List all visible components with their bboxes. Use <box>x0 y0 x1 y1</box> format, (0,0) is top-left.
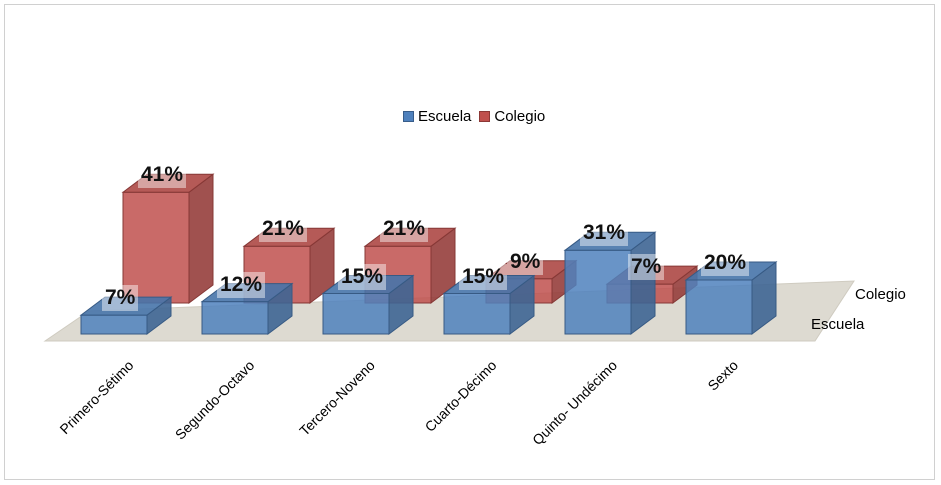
bar-colegio-0-side <box>188 173 214 304</box>
bar-escuela-4-top <box>563 231 657 251</box>
data-label-colegio-2: 21% <box>380 216 429 242</box>
bar-escuela-0 <box>79 296 173 335</box>
bar-escuela-4-front <box>564 249 632 335</box>
bar-escuela-2 <box>321 274 415 335</box>
bar-escuela-5 <box>684 261 778 335</box>
legend-label-escuela: Escuela <box>418 107 472 125</box>
depth-axis-label-colegio: Colegio <box>855 286 906 303</box>
data-label-colegio-3: 9% <box>507 249 544 275</box>
legend-label-colegio: Colegio <box>494 107 546 125</box>
data-label-colegio-4: 7% <box>628 254 665 280</box>
legend: Escuela Colegio <box>403 107 553 125</box>
depth-axis-label-escuela: Escuela <box>811 316 865 333</box>
bar-escuela-3-front <box>443 293 511 335</box>
bar-colegio-0 <box>121 173 215 304</box>
bar-escuela-5-front <box>685 279 753 335</box>
bar-escuela-3-top <box>442 275 536 294</box>
data-label-escuela-4: 31% <box>580 220 629 246</box>
bar-escuela-0-top <box>79 296 173 316</box>
data-label-escuela-1: 12% <box>217 272 266 298</box>
data-label-escuela-5: 20% <box>701 250 750 276</box>
bar-escuela-2-front <box>322 293 390 335</box>
bar-escuela-1 <box>200 282 294 335</box>
bar-colegio-1-top <box>242 227 336 247</box>
bar-escuela-2-top <box>321 275 415 294</box>
bar-escuela-3 <box>442 274 536 335</box>
bar-colegio-2-top <box>363 227 457 247</box>
legend-item-colegio: Colegio <box>479 108 545 125</box>
bar-colegio-0-top <box>121 173 215 193</box>
bar-escuela-1-top <box>200 283 294 303</box>
data-label-colegio-0: 41% <box>138 162 187 188</box>
data-label-escuela-2: 15% <box>338 264 387 290</box>
bar-escuela-1-front <box>201 301 269 335</box>
legend-swatch-colegio <box>479 110 491 122</box>
chart-plot <box>43 173 855 342</box>
bar-escuela-4 <box>563 231 657 335</box>
data-label-escuela-3: 15% <box>459 264 508 290</box>
bar-escuela-5-top <box>684 261 778 281</box>
legend-swatch-escuela <box>403 110 414 122</box>
chart-frame: Escuela Colegio Colegio Escuela 41% 21% 21… <box>4 4 935 480</box>
legend-item-escuela: Escuela <box>403 108 471 125</box>
bar-escuela-0-front <box>80 314 148 335</box>
data-label-escuela-0: 7% <box>102 285 139 311</box>
data-label-colegio-1: 21% <box>259 216 308 242</box>
